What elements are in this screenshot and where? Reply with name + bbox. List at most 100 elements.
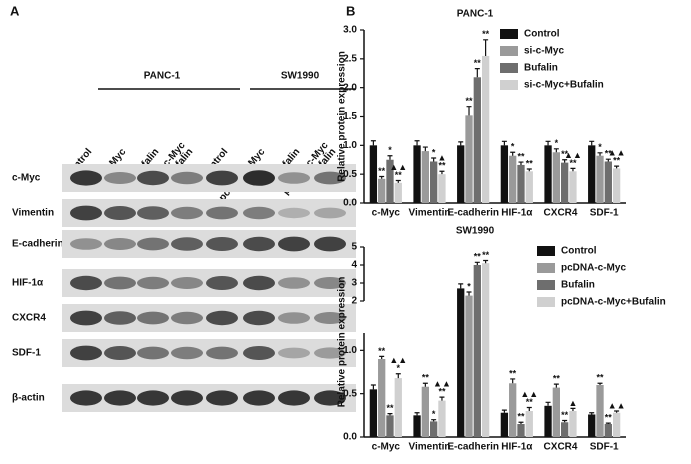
- y-axis-label: Relative protein expression: [337, 277, 348, 408]
- blot-band: [206, 310, 238, 326]
- significance-mark: ▲: [437, 153, 446, 163]
- protein-label: β-actin: [12, 393, 45, 404]
- bar: [509, 383, 517, 437]
- y-tick-label: 0.5: [343, 388, 357, 399]
- significance-mark: **: [474, 252, 482, 262]
- blot-band: [104, 390, 136, 406]
- significance-mark: **: [474, 58, 482, 68]
- bar: [438, 400, 446, 437]
- significance-mark: ▲▲: [520, 389, 538, 399]
- significance-mark: **: [509, 368, 517, 378]
- blot-band: [278, 172, 310, 184]
- bar: [473, 265, 481, 437]
- bar: [500, 412, 509, 437]
- error-bar: [597, 382, 603, 385]
- significance-mark: **: [553, 374, 561, 384]
- error-bar: [387, 413, 393, 416]
- legend-swatch: [500, 63, 518, 73]
- blot-band: [171, 206, 203, 220]
- bar: [369, 145, 378, 203]
- blot-band: [70, 205, 102, 221]
- error-bar: [605, 158, 611, 162]
- legend-label: Bufalin: [561, 280, 595, 291]
- bar: [386, 415, 394, 437]
- error-bar: [466, 291, 472, 296]
- significance-mark: **: [386, 403, 394, 413]
- legend-swatch: [537, 297, 555, 307]
- panel-label: A: [10, 3, 20, 18]
- error-bar: [526, 406, 532, 411]
- legend-label: Control: [524, 29, 560, 40]
- significance-mark: ▲▲: [608, 400, 626, 410]
- bar: [552, 387, 560, 437]
- bar: [604, 424, 612, 437]
- bar: [525, 171, 533, 203]
- bar: [525, 411, 533, 437]
- error-bar: [526, 168, 532, 172]
- error-bar: [422, 146, 428, 152]
- bar: [481, 55, 490, 204]
- group-label: SW1990: [281, 71, 320, 82]
- bar: [509, 155, 517, 203]
- significance-mark: **: [438, 161, 446, 171]
- significance-mark: **: [561, 149, 569, 159]
- x-tick-label: E-cadherin: [447, 208, 499, 219]
- x-tick-label: E-cadherin: [447, 442, 499, 453]
- significance-mark: *: [467, 281, 471, 291]
- error-bar: [553, 148, 559, 153]
- error-bar: [370, 384, 376, 390]
- legend-label: Control: [561, 246, 597, 257]
- blot-band: [104, 238, 136, 250]
- blot-band: [206, 276, 238, 290]
- bar: [552, 152, 560, 203]
- blot-band: [243, 390, 275, 406]
- legend-label: si-c-Myc: [524, 46, 564, 57]
- blot-band: [137, 237, 169, 251]
- bar: [588, 145, 596, 203]
- group-label: PANC-1: [144, 71, 181, 82]
- blot-band: [314, 347, 346, 359]
- protein-label: CXCR4: [12, 313, 46, 324]
- bar: [604, 161, 612, 203]
- blot-band: [171, 390, 203, 406]
- error-bar: [458, 141, 464, 146]
- significance-mark: *: [397, 363, 401, 373]
- error-bar: [483, 259, 489, 264]
- error-bar: [370, 140, 376, 146]
- blot-band: [243, 236, 275, 252]
- legend-swatch: [537, 246, 555, 256]
- blot-band: [314, 390, 346, 406]
- y-tick-label: 2.5: [343, 53, 357, 64]
- blot-band: [206, 390, 238, 406]
- chart-title: PANC-1: [457, 9, 494, 20]
- blot-band: [137, 311, 169, 325]
- bar: [438, 174, 446, 203]
- error-bar: [545, 401, 551, 406]
- significance-mark: ▲: [568, 398, 577, 408]
- error-bar: [483, 39, 489, 56]
- bar: [457, 288, 465, 437]
- bar: [465, 295, 473, 437]
- error-bar: [387, 155, 393, 160]
- bar: [481, 263, 490, 437]
- y-tick-label: 3.0: [343, 25, 357, 36]
- legend-label: pcDNA-c-Myc: [561, 263, 626, 274]
- legend-swatch: [500, 80, 518, 90]
- legend-label: pcDNA-c-Myc+Bufalin: [561, 297, 666, 308]
- legend-swatch: [500, 46, 518, 56]
- blot-band: [70, 390, 102, 406]
- blot-band: [171, 346, 203, 360]
- legend-swatch: [500, 29, 518, 39]
- blot-band: [70, 238, 102, 250]
- x-tick-label: Vimentin: [408, 442, 450, 453]
- blot-band: [243, 346, 275, 360]
- blot-band: [171, 237, 203, 251]
- bar: [588, 414, 596, 437]
- blot-band: [137, 206, 169, 220]
- significance-mark: ▲▲: [564, 150, 582, 160]
- significance-mark: **: [517, 151, 525, 161]
- bar: [517, 164, 525, 203]
- x-tick-label: SDF-1: [590, 208, 619, 219]
- y-tick-label: 5: [351, 242, 357, 253]
- error-bar: [439, 170, 445, 175]
